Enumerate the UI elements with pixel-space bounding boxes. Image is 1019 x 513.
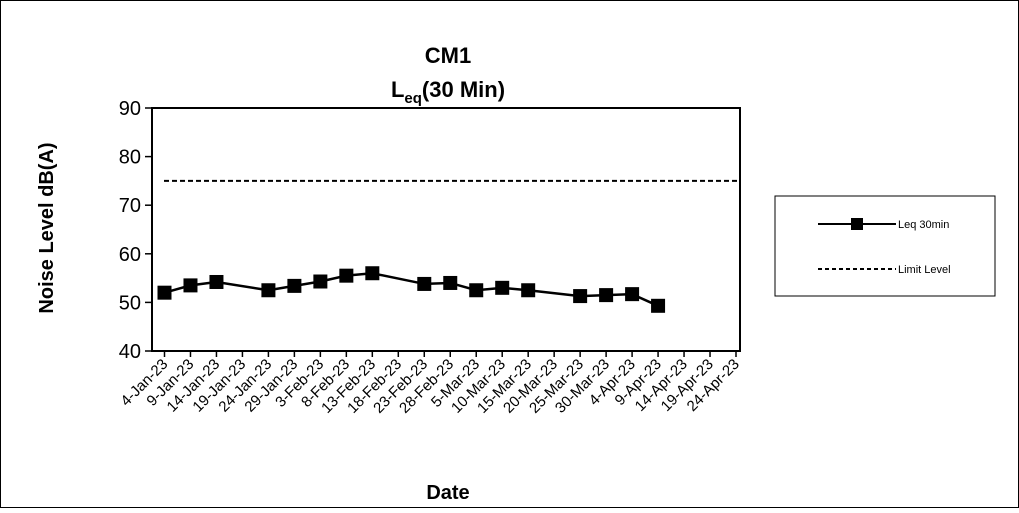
leq-data-point xyxy=(599,288,614,303)
plot-area xyxy=(151,107,741,352)
y-axis-title: Noise Level dB(A) xyxy=(36,142,58,313)
y-tick-label: 80 xyxy=(119,147,141,169)
leq-data-point xyxy=(573,289,588,304)
chart-title: CM1 xyxy=(425,43,471,68)
leq-data-point xyxy=(469,283,484,298)
leq-data-point xyxy=(209,274,224,289)
leq-data-point xyxy=(183,278,198,293)
chart-subtitle-main: L xyxy=(391,77,404,102)
legend-label-limit: Limit Level xyxy=(898,264,951,276)
leq-data-point xyxy=(443,275,458,290)
leq-data-point xyxy=(339,268,354,283)
leq-data-point xyxy=(651,298,666,313)
leq-data-point xyxy=(365,266,380,281)
chart-subtitle-rest: (30 Min) xyxy=(422,77,505,102)
legend: Leq 30min Limit Level xyxy=(774,195,996,297)
leq-data-point xyxy=(495,280,510,295)
leq-data-point xyxy=(287,278,302,293)
y-tick-label: 90 xyxy=(119,98,141,120)
leq-data-point xyxy=(625,287,640,302)
y-tick-label: 60 xyxy=(119,244,141,266)
legend-label-leq: Leq 30min xyxy=(898,219,949,231)
y-axis: 40 50 60 70 80 90 xyxy=(119,98,152,363)
x-axis-title: Date xyxy=(426,482,469,504)
leq-data-point xyxy=(417,276,432,291)
leq-data-point xyxy=(313,274,328,289)
legend-box xyxy=(774,195,996,297)
legend-marker-leq xyxy=(851,218,863,230)
chart-subtitle: Leq(30 Min) xyxy=(391,77,505,107)
leq-data-point xyxy=(261,283,276,298)
leq-data-point xyxy=(521,283,536,298)
y-tick-label: 50 xyxy=(119,292,141,314)
y-tick-label: 40 xyxy=(119,341,141,363)
series-group xyxy=(157,179,738,313)
leq-data-point xyxy=(157,285,172,300)
chart-subtitle-sub: eq xyxy=(404,90,422,107)
y-tick-label: 70 xyxy=(119,195,141,217)
